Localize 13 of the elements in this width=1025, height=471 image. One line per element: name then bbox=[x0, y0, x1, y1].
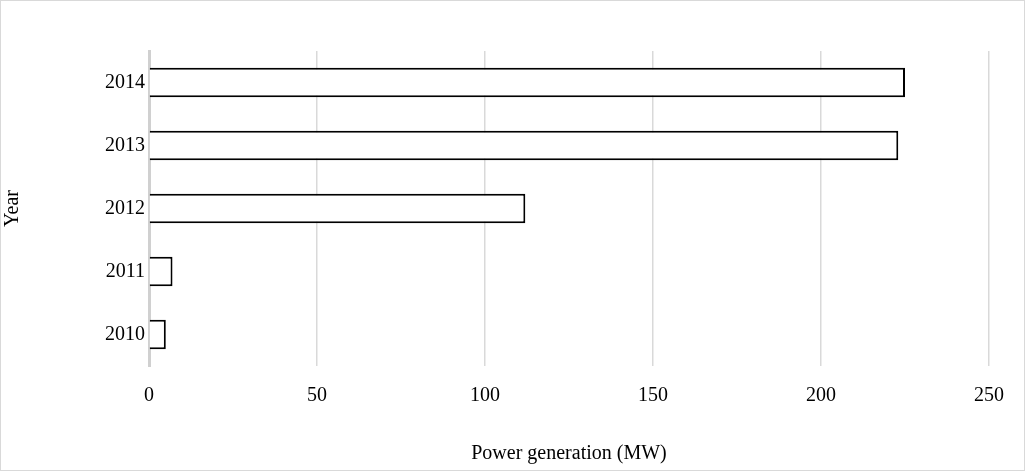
x-tick-label: 100 bbox=[470, 383, 500, 406]
y-axis-title: Year bbox=[0, 189, 23, 227]
x-tick-label: 0 bbox=[144, 383, 154, 406]
x-tick-label: 50 bbox=[307, 383, 327, 406]
x-tick-label: 250 bbox=[974, 383, 1004, 406]
x-tick-label: 200 bbox=[806, 383, 836, 406]
x-tick-label: 150 bbox=[638, 383, 668, 406]
y-tick-label: 2011 bbox=[105, 258, 145, 281]
y-tick-label: 2014 bbox=[105, 69, 145, 92]
y-tick-label: 2010 bbox=[105, 321, 145, 344]
x-axis-title: Power generation (MW) bbox=[471, 441, 667, 465]
y-tick-label: 2013 bbox=[105, 132, 145, 155]
y-tick-label: 2012 bbox=[105, 195, 145, 218]
